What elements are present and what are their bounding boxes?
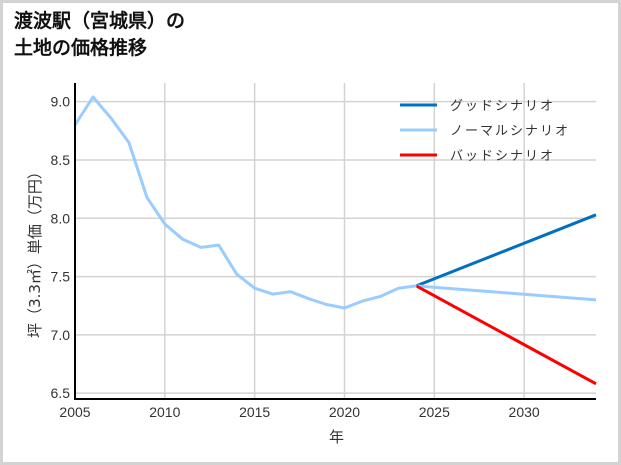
title-line-1: 渡波駅（宮城県）の [14, 10, 186, 32]
axes [74, 83, 596, 400]
x-tick-label: 2005 [59, 404, 90, 420]
x-tick-label: 2025 [419, 404, 450, 420]
x-tick-label: 2030 [509, 404, 540, 420]
x-tick-label: 2020 [329, 404, 360, 420]
series-line-2 [415, 284, 597, 386]
historical-line [73, 95, 417, 310]
series-line-1 [416, 284, 597, 302]
plot-lines [73, 95, 597, 386]
x-tick-label: 2010 [149, 404, 180, 420]
x-axis-label: 年 [329, 428, 344, 446]
y-tick-label: 8.0 [51, 210, 71, 226]
x-tick-label: 2015 [239, 404, 270, 420]
chart-title: 渡波駅（宮城県）の 土地の価格推移 [14, 8, 185, 62]
legend-label-0: グッドシナリオ [450, 99, 555, 114]
y-tick-label: 6.5 [51, 385, 71, 401]
y-axis-label: 坪（3.3㎡）単価（万円） [26, 164, 44, 338]
series-line-0 [415, 213, 597, 288]
y-tick-label: 7.0 [51, 327, 71, 343]
legend-label-2: バッドシナリオ [450, 149, 555, 164]
y-tick-label: 8.5 [51, 152, 71, 168]
title-line-2: 土地の価格推移 [14, 37, 148, 59]
tick-labels: 2005 2010 2015 2020 2025 2030 6.5 7.0 7.5 8.0 8.5 9… [51, 94, 540, 420]
y-tick-label: 9.0 [51, 94, 71, 110]
y-tick-label: 7.5 [51, 269, 71, 285]
legend-label-1: ノーマルシナリオ [450, 124, 570, 139]
